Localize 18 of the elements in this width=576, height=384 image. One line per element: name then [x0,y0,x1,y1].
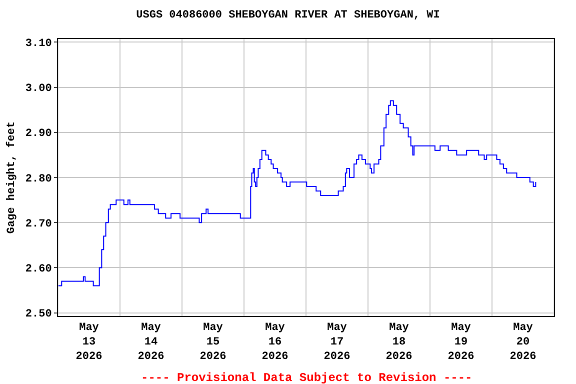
text: ---- Provisional Data Subject to Revision ---- [141,371,472,384]
x-tick-label: May 15 2026 [200,322,226,363]
y-tick-label: 2.70 [25,218,52,230]
y-tick-label: 3.00 [25,83,52,96]
y-tick-label: 2.80 [25,173,52,186]
y-axis-title: Gage height, feet [5,121,18,234]
chart-title: USGS 04086000 SHEBOYGAN RIVER AT SHEBOYGAN, WI [136,9,440,22]
x-tick-label: May 14 2026 [138,322,164,363]
x-tick-label: May 16 2026 [262,322,288,363]
y-tick-label: 2.60 [25,264,52,276]
y-tick-label: 2.90 [25,128,52,140]
y-tick-label: 3.10 [25,38,52,50]
x-tick-label: May 19 2026 [448,322,474,363]
x-tick-label: May 13 2026 [76,322,102,363]
x-tick-label: May 17 2026 [324,322,350,363]
x-tick-label: May 18 2026 [386,322,412,363]
y-tick-label: 2.50 [25,308,52,321]
x-tick-label: May 20 2026 [510,322,536,363]
